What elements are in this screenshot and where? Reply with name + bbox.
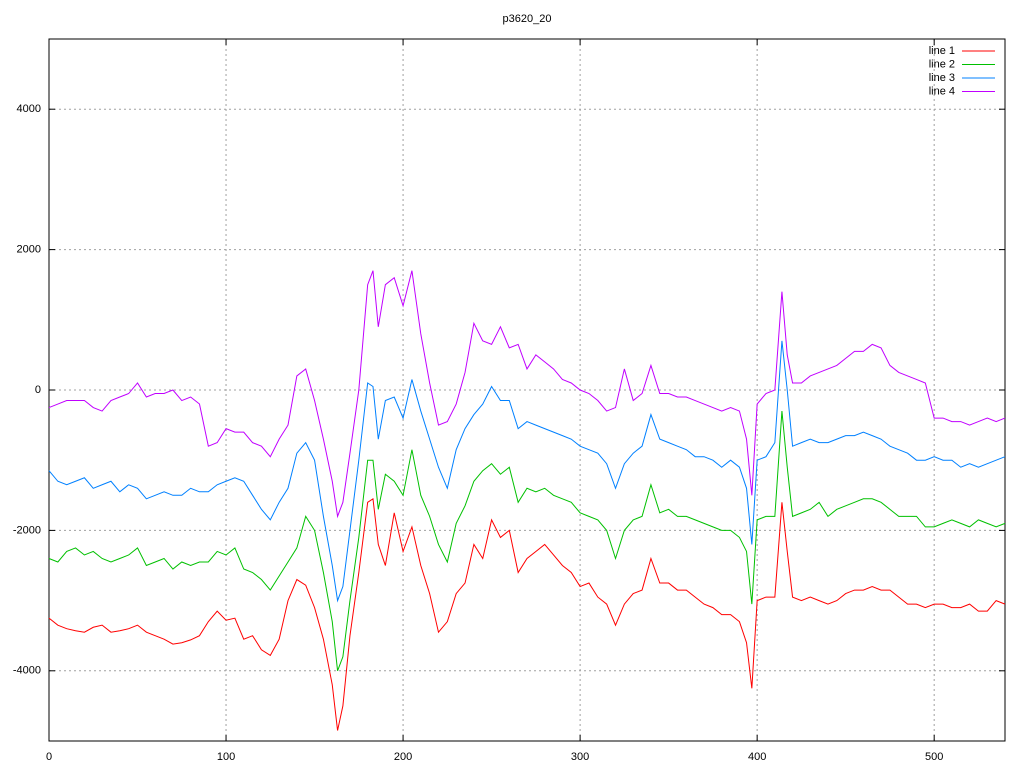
y-tick-label: 2000 (17, 244, 41, 256)
x-tick-label: 0 (46, 751, 52, 763)
chart-title: p3620_20 (503, 13, 552, 25)
x-tick-label: 500 (925, 751, 943, 763)
data-line (48, 270, 1006, 519)
y-tick-label: -2000 (13, 524, 41, 536)
y-tick-label: -4000 (13, 665, 41, 677)
legend-label: line 3 (929, 72, 955, 84)
data-line (48, 340, 1006, 603)
x-tick-label: 300 (571, 751, 589, 763)
y-tick-label: 4000 (17, 103, 41, 115)
legend-label: line 1 (929, 45, 955, 57)
y-tick-label: 0 (35, 384, 41, 396)
plot-frame (48, 38, 1006, 742)
x-tick-label: 200 (394, 751, 412, 763)
legend-label: line 4 (929, 85, 955, 97)
x-tick-label: 100 (217, 751, 235, 763)
data-line (48, 411, 1006, 671)
data-line (48, 497, 1006, 731)
x-tick-label: 400 (748, 751, 766, 763)
legend-label: line 2 (929, 58, 955, 70)
